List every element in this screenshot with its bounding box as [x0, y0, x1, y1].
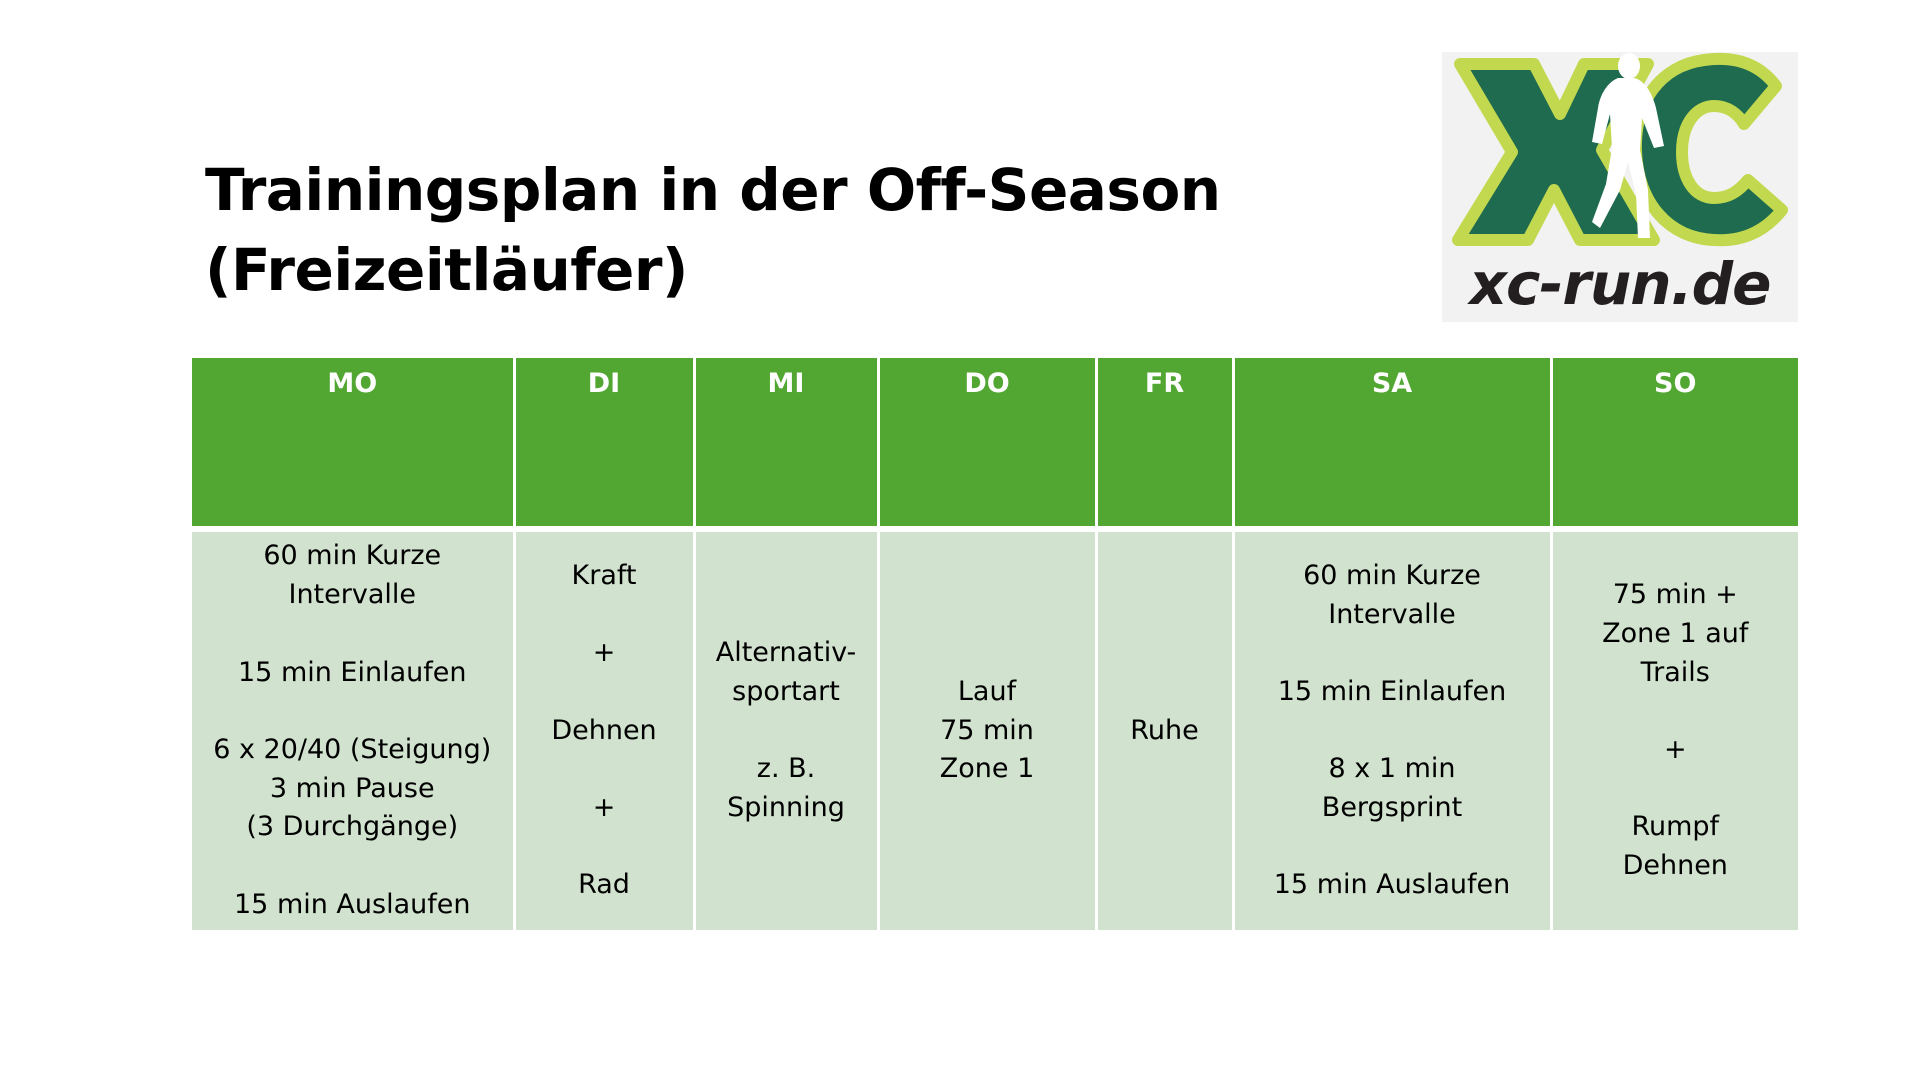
page-title: Trainingsplan in der Off-Season (Freizei…	[205, 150, 1355, 310]
cell-mi: Alternativ- sportart z. B. Spinning	[692, 529, 880, 930]
header-do: DO	[876, 358, 1098, 532]
runner-icon	[1592, 53, 1664, 238]
cell-di: Kraft + Dehnen + Rad	[512, 529, 696, 930]
training-plan-table: MO DI MI DO FR SA SO 60 min Kurze Interv…	[192, 358, 1798, 930]
header-mi: MI	[692, 358, 880, 532]
xc-logo-mark	[1452, 52, 1788, 247]
header-mo: MO	[192, 358, 516, 532]
c-letter	[1629, 52, 1788, 247]
logo-text: xc-run.de	[1469, 250, 1772, 318]
cell-so: 75 min + Zone 1 auf Trails + Rumpf Dehne…	[1549, 529, 1798, 930]
header-so: SO	[1549, 358, 1798, 532]
cell-sa: 60 min Kurze Intervalle 15 min Einlaufen…	[1231, 529, 1553, 930]
title-line-1: Trainingsplan in der Off-Season	[205, 156, 1221, 224]
header-fr: FR	[1094, 358, 1235, 532]
header-sa: SA	[1231, 358, 1553, 532]
cell-mo: 60 min Kurze Intervalle 15 min Einlaufen…	[192, 529, 516, 930]
header-di: DI	[512, 358, 696, 532]
title-line-2: (Freizeitläufer)	[205, 236, 688, 304]
cell-fr: Ruhe	[1094, 529, 1235, 930]
table-header-row: MO DI MI DO FR SA SO	[192, 358, 1798, 532]
cell-do: Lauf 75 min Zone 1	[876, 529, 1098, 930]
table-row: 60 min Kurze Intervalle 15 min Einlaufen…	[192, 529, 1798, 930]
xc-run-logo: xc-run.de	[1442, 52, 1798, 322]
